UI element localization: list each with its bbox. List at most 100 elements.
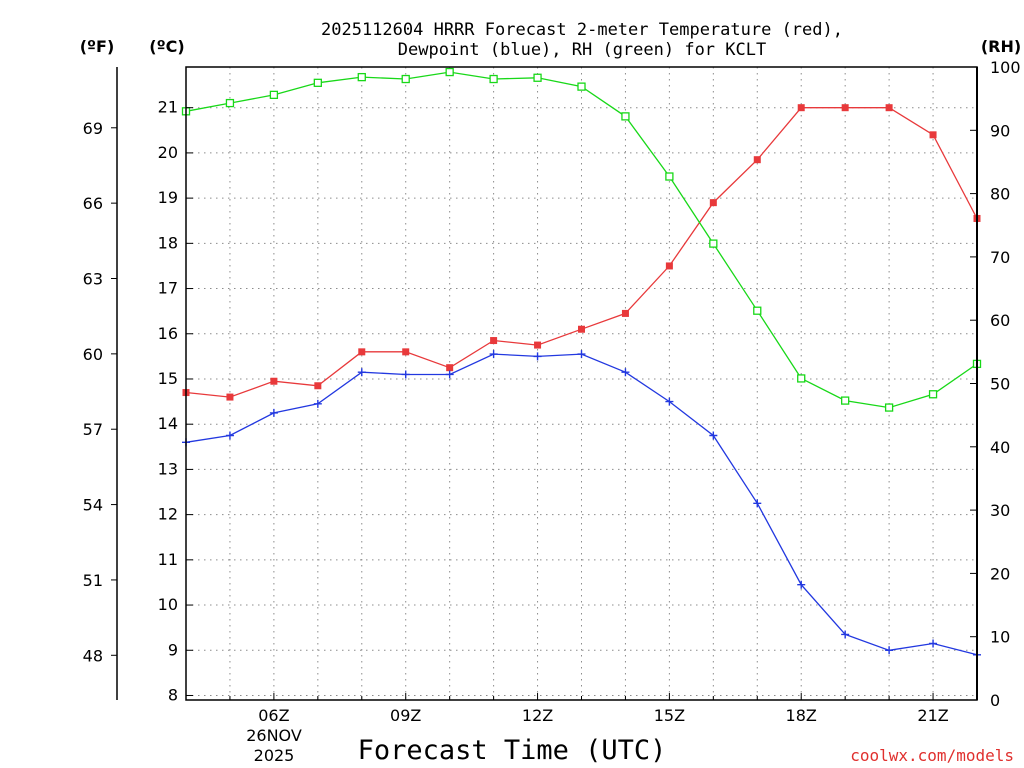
celsius-tick-label: 17 (158, 279, 178, 298)
fahrenheit-tick-label: 63 (83, 270, 103, 289)
temperature-marker (270, 377, 278, 385)
dewpoint-marker (885, 646, 894, 655)
dewpoint-marker (489, 350, 498, 359)
rh-marker (401, 74, 410, 84)
celsius-tick-label: 12 (158, 505, 178, 524)
dewpoint-marker (841, 630, 850, 639)
chart-subtitle: Dewpoint (blue), RH (green) for KCLT (398, 40, 766, 60)
dewpoint-marker (621, 368, 630, 377)
celsius-tick-label: 8 (168, 685, 178, 704)
rh-marker (313, 78, 322, 87)
celsius-tick-label: 18 (158, 233, 178, 252)
temperature-marker (929, 131, 937, 139)
celsius-tick-label: 21 (158, 98, 178, 117)
temperature-marker (578, 325, 585, 333)
credit-text: coolwx.com/models (850, 746, 1014, 765)
rh-marker (621, 112, 630, 121)
rh-marker (928, 390, 938, 399)
dewpoint-marker (929, 639, 938, 648)
celsius-tick-label: 20 (158, 143, 178, 162)
x-tick-label: 12Z (522, 706, 553, 725)
dewpoint-line (185, 353, 978, 656)
celsius-axis-unit: (ºC) (149, 37, 184, 56)
x-tick-label: 21Z (917, 706, 948, 725)
dewpoint-marker (401, 370, 410, 379)
temperature-marker (709, 199, 717, 207)
temperature-marker (446, 364, 454, 372)
chart-title: 2025112604 HRRR Forecast 2-meter Tempera… (321, 20, 843, 40)
temperature-marker (314, 382, 322, 390)
rh-marker (357, 72, 366, 82)
rh-tick-label: 20 (990, 564, 1010, 583)
dewpoint-marker (797, 580, 806, 589)
celsius-tick-label: 15 (158, 369, 178, 388)
rh-marker (841, 396, 850, 405)
x-tick-label: 18Z (786, 706, 817, 725)
dewpoint-marker (445, 370, 454, 379)
series-layer (181, 67, 982, 659)
rh-marker (577, 82, 586, 91)
fahrenheit-tick-label: 51 (83, 571, 103, 590)
temperature-marker (841, 104, 849, 112)
rh-tick-label: 10 (990, 628, 1010, 647)
rh-marker (709, 239, 718, 248)
x-tick-label: 09Z (390, 706, 421, 725)
rh-marker (533, 73, 542, 82)
rh-tick-label: 90 (990, 121, 1010, 140)
date-label-year: 2025 (254, 746, 295, 765)
fahrenheit-axis-unit: (ºF) (80, 37, 115, 56)
dewpoint-marker (269, 408, 278, 417)
temperature-marker (621, 309, 629, 317)
temperature-marker (797, 104, 805, 112)
temperature-marker (226, 393, 234, 401)
celsius-tick-label: 14 (158, 414, 178, 433)
fahrenheit-tick-label: 66 (83, 194, 103, 213)
fahrenheit-tick-label: 54 (83, 496, 103, 515)
date-label-day: 26NOV (246, 726, 302, 745)
rh-tick-label: 70 (990, 248, 1010, 267)
rh-marker (753, 306, 762, 315)
dewpoint-marker (533, 352, 542, 361)
fahrenheit-tick-label: 57 (83, 420, 103, 439)
dewpoint-marker (665, 397, 674, 406)
dewpoint-marker (225, 431, 234, 440)
fahrenheit-tick-label: 69 (83, 119, 103, 138)
x-axis-label: Forecast Time (UTC) (358, 735, 667, 766)
dewpoint-marker (753, 499, 762, 508)
rh-marker (884, 403, 894, 412)
x-tick-label: 06Z (258, 706, 289, 725)
rh-tick-label: 30 (990, 501, 1010, 520)
rh-marker (445, 67, 454, 77)
rh-marker (489, 74, 498, 84)
celsius-tick-label: 19 (158, 188, 178, 207)
gridlines (186, 67, 977, 700)
dewpoint-marker (357, 368, 366, 377)
fahrenheit-tick-label: 48 (83, 646, 103, 665)
x-tick-label: 15Z (654, 706, 685, 725)
rh-marker (797, 374, 806, 383)
celsius-tick-label: 13 (158, 459, 178, 478)
celsius-tick-label: 11 (158, 550, 178, 569)
temperature-marker (665, 262, 673, 270)
rh-tick-label: 80 (990, 185, 1010, 204)
rh-tick-label: 100 (990, 58, 1021, 77)
celsius-tick-label: 16 (158, 324, 178, 343)
rh-axis-unit: (RH) (981, 37, 1021, 56)
dewpoint-marker (313, 399, 322, 408)
dewpoint-marker (709, 431, 718, 440)
temperature-marker (402, 348, 410, 356)
temperature-marker (358, 348, 366, 356)
axes: 8 9 10 11 12 13 14 15 16 17 18 19 20 21 48 51 54 57 60 63 66… (83, 58, 1021, 725)
celsius-tick-label: 9 (168, 640, 178, 659)
rh-tick-label: 0 (990, 691, 1000, 710)
celsius-tick-label: 10 (158, 595, 178, 614)
temperature-marker (490, 337, 498, 345)
rh-tick-label: 50 (990, 375, 1010, 394)
rh-tick-label: 60 (990, 311, 1010, 330)
temperature-marker (534, 341, 542, 349)
dewpoint-marker (577, 350, 586, 359)
temperature-marker (885, 104, 893, 112)
temperature-marker (753, 156, 761, 164)
rh-tick-label: 40 (990, 438, 1010, 457)
